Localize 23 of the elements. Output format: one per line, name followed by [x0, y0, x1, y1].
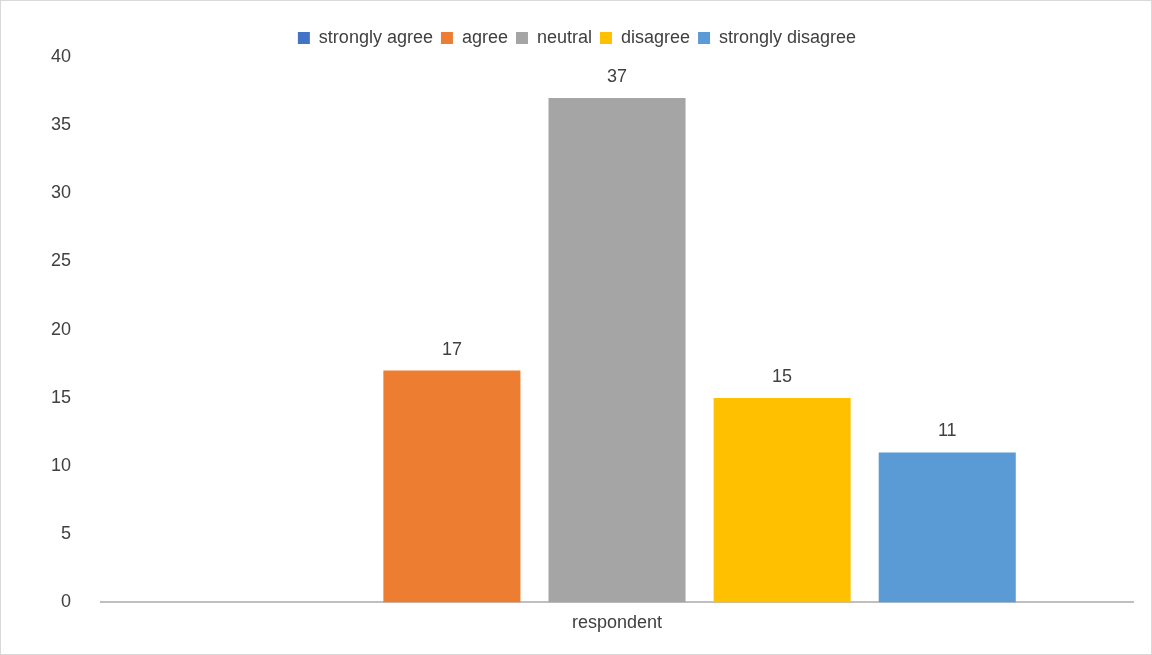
y-tick-label: 5	[61, 523, 72, 544]
y-tick-label: 20	[50, 318, 72, 339]
x-tick-label: respondent	[571, 612, 663, 633]
legend-label: strongly agree	[318, 26, 433, 47]
y-tick-label: 15	[50, 386, 72, 407]
bar	[878, 452, 1016, 603]
legend-label: neutral	[536, 26, 593, 47]
bar	[713, 397, 851, 603]
data-label: 15	[772, 365, 793, 386]
data-label: 17	[441, 338, 462, 359]
y-tick-label: 35	[50, 114, 72, 135]
y-tick-label: 10	[50, 455, 72, 476]
data-label: 11	[937, 420, 957, 441]
y-tick-label: 0	[61, 591, 72, 612]
y-tick-label: 40	[50, 45, 72, 66]
legend-label: agree	[461, 26, 508, 47]
legend-label: strongly disagree	[719, 26, 857, 47]
bar	[548, 97, 686, 603]
y-tick-label: 30	[50, 182, 72, 203]
y-tick-label: 25	[50, 250, 72, 271]
data-label: 37	[607, 65, 628, 86]
legend-label: disagree	[621, 26, 691, 47]
bar	[383, 370, 521, 603]
